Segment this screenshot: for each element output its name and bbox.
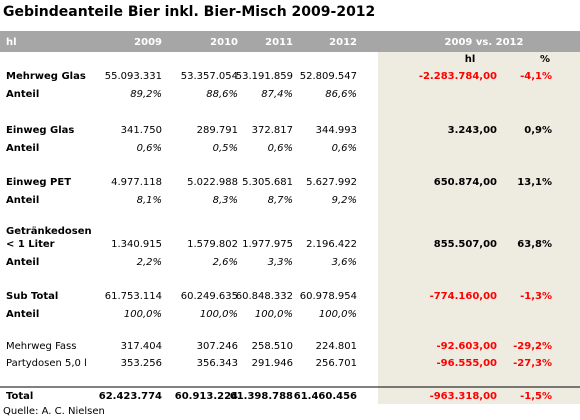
value: 372.817 [252,125,293,136]
share: 100,0% [319,309,357,320]
value: 291.946 [252,358,293,369]
share: 0,5% [213,143,238,154]
share: 2,6% [213,257,238,268]
share: 100,0% [124,309,162,320]
share: 100,0% [255,309,293,320]
value: 224.801 [316,341,357,352]
value: 5.022.988 [187,177,238,188]
value: 341.750 [121,125,162,136]
value: 60.913.224 [175,391,238,402]
change-pct: -4,1% [520,71,552,82]
segment-label: Einweg Glas [6,125,74,136]
header-change-pct: % [540,54,550,65]
other-label: Mehrweg Fass [6,341,76,352]
share: 8,3% [213,195,238,206]
change-hl: -92.603,00 [437,341,497,352]
value: 307.246 [197,341,238,352]
header-comparison: 2009 vs. 2012 [445,37,524,48]
change-pct: -27,3% [513,358,552,369]
value: 4.977.118 [111,177,162,188]
value: 344.993 [316,125,357,136]
value: 1.977.975 [242,239,293,250]
value: 61.460.456 [294,391,357,402]
value: 2.196.422 [306,239,357,250]
value: 1.579.802 [187,239,238,250]
change-hl: 650.874,00 [434,177,497,188]
header-year: 2009 [134,37,162,48]
comparison-panel [378,52,580,404]
value: 61.398.788 [230,391,293,402]
change-pct: -29,2% [513,341,552,352]
segment-label: Sub Total [6,291,58,302]
value: 53.191.859 [236,71,293,82]
value: 289.791 [197,125,238,136]
share: 8,7% [268,195,293,206]
share: 86,6% [325,89,357,100]
total-label: Total [6,391,33,402]
header-unit: hl [6,37,17,48]
share: 0,6% [137,143,162,154]
change-pct: -1,5% [520,391,552,402]
title: Gebindeanteile Bier inkl. Bier-Misch 200… [3,4,375,20]
value: 60.848.332 [236,291,293,302]
share-label: Anteil [6,89,39,100]
value: 256.701 [316,358,357,369]
value: 61.753.114 [105,291,162,302]
share: 3,3% [268,257,293,268]
change-hl: -963.318,00 [430,391,497,402]
value: 1.340.915 [111,239,162,250]
share: 100,0% [200,309,238,320]
share: 9,2% [332,195,357,206]
share: 0,6% [268,143,293,154]
value: 5.305.681 [242,177,293,188]
segment-label: Getränkedosen [6,226,92,237]
share: 3,6% [332,257,357,268]
value: 53.357.054 [181,71,238,82]
change-pct: -1,3% [520,291,552,302]
value: 317.404 [121,341,162,352]
source: Quelle: A. C. Nielsen [3,406,105,417]
share: 87,4% [261,89,293,100]
change-hl: -2.283.784,00 [419,71,497,82]
share-label: Anteil [6,309,39,320]
change-pct: 63,8% [517,239,552,250]
value: 353.256 [121,358,162,369]
change-hl: 3.243,00 [448,125,497,136]
value: 60.249.635 [181,291,238,302]
segment-label: Mehrweg Glas [6,71,86,82]
value: 5.627.992 [306,177,357,188]
share: 8,1% [137,195,162,206]
segment-label: Einweg PET [6,177,71,188]
share: 2,2% [137,257,162,268]
other-label: Partydosen 5,0 l [6,358,87,369]
change-hl: -96.555,00 [437,358,497,369]
share-label: Anteil [6,195,39,206]
header-change-unit: hl [465,54,476,65]
value: 62.423.774 [99,391,162,402]
segment-label: < 1 Liter [6,239,55,250]
change-pct: 0,9% [524,125,552,136]
value: 356.343 [197,358,238,369]
value: 52.809.547 [300,71,357,82]
header-year: 2012 [329,37,357,48]
share: 88,6% [206,89,238,100]
header-bar [0,31,580,52]
value: 55.093.331 [105,71,162,82]
change-pct: 13,1% [517,177,552,188]
header-year: 2010 [210,37,238,48]
value: 60.978.954 [300,291,357,302]
change-hl: 855.507,00 [434,239,497,250]
share: 0,6% [332,143,357,154]
value: 258.510 [252,341,293,352]
change-hl: -774.160,00 [430,291,497,302]
share-label: Anteil [6,143,39,154]
share-label: Anteil [6,257,39,268]
share: 89,2% [130,89,162,100]
header-year: 2011 [265,37,293,48]
